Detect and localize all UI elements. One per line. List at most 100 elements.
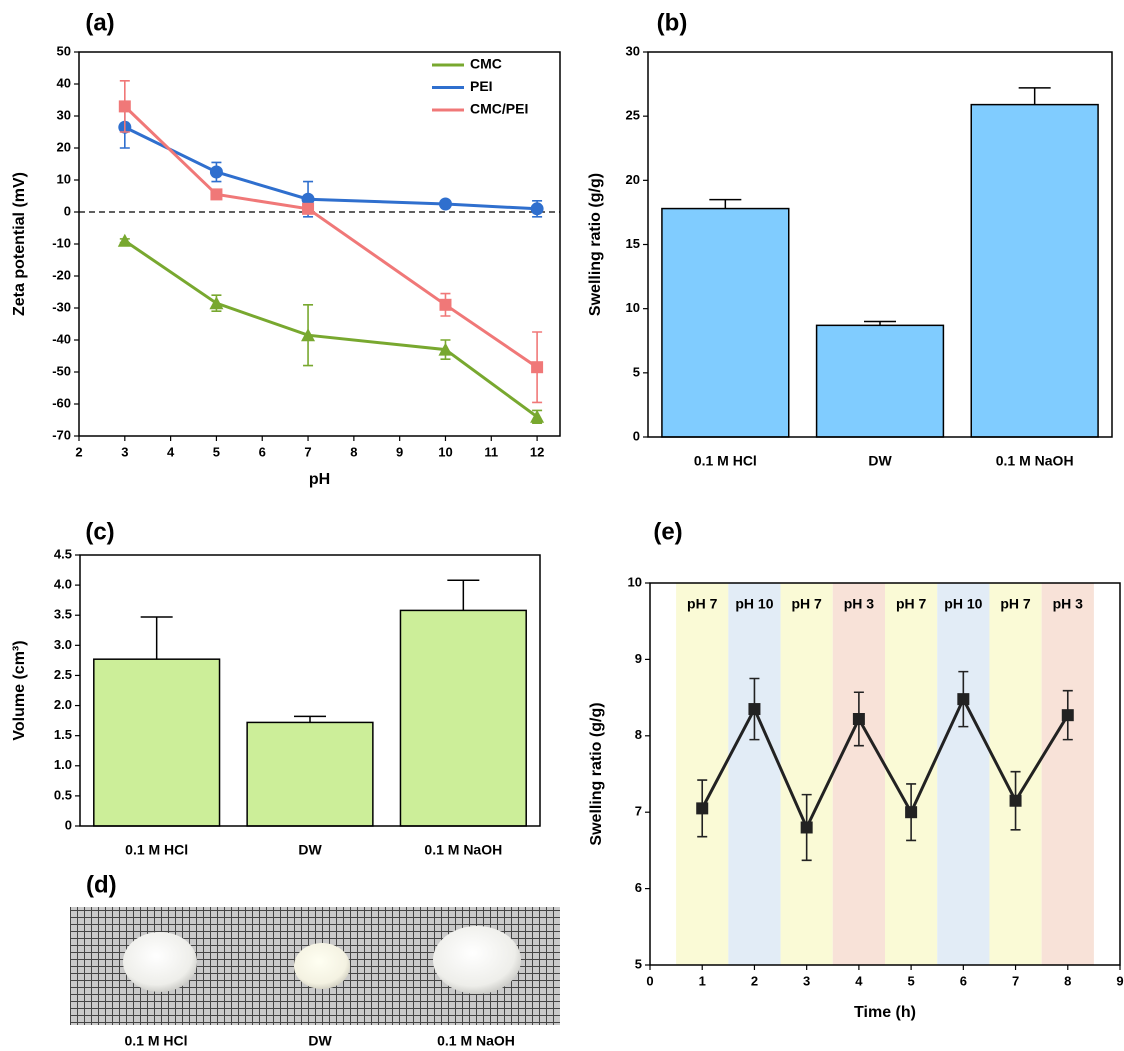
x-tick-label: 0.1 M HCl xyxy=(125,842,188,858)
panel-label: (d) xyxy=(86,871,117,898)
x-tick-label: 4 xyxy=(855,973,863,988)
panel-label: (b) xyxy=(657,9,688,36)
band xyxy=(728,583,781,965)
band-label: pH 3 xyxy=(844,596,875,612)
band-label: pH 10 xyxy=(944,596,982,612)
line xyxy=(123,239,538,419)
band xyxy=(1041,583,1094,965)
y-tick-label: 1.0 xyxy=(54,757,72,772)
plot-frame xyxy=(649,582,1121,966)
panel-label: (e) xyxy=(653,518,682,545)
x-tick-label: 10 xyxy=(438,444,452,459)
y-tick-label: 30 xyxy=(57,107,71,122)
marker xyxy=(852,712,865,725)
y-tick-label: -60 xyxy=(52,395,71,410)
marker xyxy=(696,802,709,815)
sample xyxy=(123,932,197,992)
marker xyxy=(1009,794,1022,807)
panel-label: (c) xyxy=(85,518,114,545)
marker xyxy=(118,100,131,113)
y-tick-label: 25 xyxy=(626,108,640,123)
x-tick-label: 0.1 M NaOH xyxy=(424,842,502,858)
band-label: pH 3 xyxy=(1053,596,1084,612)
panel-label: (a) xyxy=(85,9,114,36)
y-tick-label: 8 xyxy=(635,727,642,742)
y-axis-title: Swelling ratio (g/g) xyxy=(587,173,604,316)
y-tick-label: 50 xyxy=(57,43,71,58)
marker xyxy=(957,693,970,706)
bar xyxy=(970,103,1099,438)
y-tick-label: 15 xyxy=(626,236,640,251)
x-tick-label: 9 xyxy=(1116,973,1123,988)
legend-label: CMC/PEI xyxy=(470,101,528,117)
x-tick-label: 2 xyxy=(751,973,758,988)
bar xyxy=(399,609,527,827)
y-tick-label: 0 xyxy=(64,203,71,218)
plot-frame xyxy=(79,554,541,827)
sample xyxy=(294,943,350,989)
legend-label: PEI xyxy=(470,78,493,94)
line xyxy=(124,125,538,211)
y-tick-label: 0 xyxy=(65,817,72,832)
x-tick-label: 0 xyxy=(646,973,653,988)
band xyxy=(832,583,885,965)
marker xyxy=(438,197,452,211)
legend-label: CMC xyxy=(470,56,502,72)
band-label: pH 7 xyxy=(1000,596,1031,612)
marker xyxy=(530,202,544,216)
x-tick-label: 8 xyxy=(1064,973,1071,988)
band-label: pH 7 xyxy=(687,596,718,612)
y-tick-label: 10 xyxy=(57,171,71,186)
bar xyxy=(815,324,945,438)
marker xyxy=(439,298,452,311)
sample xyxy=(433,926,521,994)
y-tick-label: 5 xyxy=(635,956,642,971)
band-label: pH 7 xyxy=(791,596,822,612)
marker xyxy=(209,165,223,179)
x-tick-label: 7 xyxy=(1012,973,1019,988)
x-tick-label: DW xyxy=(298,842,322,858)
y-tick-label: -10 xyxy=(52,235,71,250)
y-tick-label: 7 xyxy=(635,804,642,819)
line xyxy=(700,695,1070,832)
y-tick-label: 20 xyxy=(626,172,640,187)
band xyxy=(937,583,990,965)
y-tick-label: 20 xyxy=(57,139,71,154)
x-tick-label: 0.1 M HCl xyxy=(694,453,757,469)
y-tick-label: -20 xyxy=(52,267,71,282)
y-tick-label: 1.5 xyxy=(54,727,72,742)
y-tick-label: 4.5 xyxy=(54,546,72,561)
marker xyxy=(301,192,315,206)
x-tick-label: 2 xyxy=(75,444,82,459)
band xyxy=(780,583,833,965)
marker xyxy=(531,361,544,374)
photo-panel: (d) 0.1 M HCl DW 0.1 M NaOH xyxy=(70,871,560,1049)
x-tick-label: 11 xyxy=(484,444,498,459)
band-label: pH 7 xyxy=(896,596,927,612)
error-bar xyxy=(864,320,896,326)
x-tick-label: 3 xyxy=(803,973,810,988)
bar xyxy=(661,207,790,438)
y-axis-title: Volume (cm³) xyxy=(11,640,28,740)
error-bar xyxy=(140,616,173,660)
y-tick-label: -40 xyxy=(52,331,71,346)
line xyxy=(123,105,538,369)
y-tick-label: 3.0 xyxy=(54,637,72,652)
caption: 0.1 M NaOH xyxy=(437,1033,515,1049)
marker xyxy=(530,409,545,423)
marker xyxy=(438,342,453,356)
bar xyxy=(93,658,221,827)
marker xyxy=(302,202,315,215)
error-bar xyxy=(294,715,326,723)
y-tick-label: 5 xyxy=(633,364,640,379)
y-tick-label: 2.0 xyxy=(54,697,72,712)
x-tick-label: 3 xyxy=(121,444,128,459)
y-tick-label: 0 xyxy=(633,428,640,443)
y-tick-label: 40 xyxy=(57,75,71,90)
x-tick-label: DW xyxy=(868,453,892,469)
bar xyxy=(246,721,374,827)
y-tick-label: 2.5 xyxy=(54,667,72,682)
y-axis-title: Zeta potential (mV) xyxy=(11,172,28,316)
marker xyxy=(905,806,918,819)
